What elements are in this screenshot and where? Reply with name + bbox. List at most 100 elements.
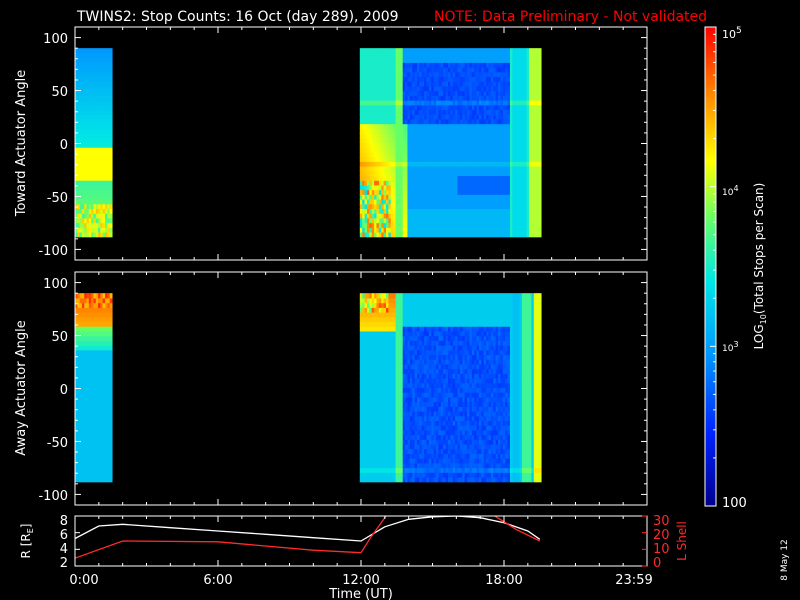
- heatmap-cell: [467, 67, 471, 73]
- heatmap-cell: [388, 156, 392, 162]
- heatmap-cell: [412, 123, 416, 129]
- heatmap-cell: [426, 199, 430, 205]
- heatmap-cell: [505, 151, 509, 158]
- heatmap-cell: [400, 142, 404, 148]
- heatmap-cell: [488, 133, 492, 139]
- heatmap-cell: [474, 90, 478, 96]
- heatmap-cell: [109, 81, 113, 87]
- heatmap-cell: [509, 123, 513, 129]
- heatmap-cell: [88, 345, 92, 351]
- heatmap-cell: [100, 297, 104, 304]
- heatmap-cell: [369, 368, 373, 374]
- heatmap-cell: [393, 472, 397, 478]
- heatmap-cell: [464, 137, 468, 144]
- heatmap-cell: [457, 222, 461, 228]
- heatmap-cell: [79, 439, 83, 445]
- heatmap-cell: [428, 199, 432, 205]
- heatmap-cell: [88, 420, 92, 426]
- heatmap-cell: [469, 170, 473, 177]
- heatmap-cell: [390, 231, 394, 238]
- heatmap-cell: [102, 180, 106, 186]
- heatmap-cell: [500, 208, 504, 214]
- heatmap-cell: [500, 189, 504, 195]
- heatmap-cell: [364, 340, 368, 346]
- heatmap-cell: [507, 62, 511, 68]
- heatmap-cell: [86, 199, 90, 205]
- heatmap-cell: [366, 67, 370, 73]
- heatmap-cell: [533, 118, 537, 125]
- heatmap-cell: [481, 184, 485, 191]
- heatmap-cell: [362, 217, 366, 224]
- heatmap-cell: [486, 90, 490, 96]
- heatmap-cell: [536, 142, 540, 148]
- heatmap-cell: [376, 458, 380, 464]
- heatmap-cell: [409, 57, 413, 63]
- heatmap-cell: [390, 349, 394, 356]
- heatmap-cell: [359, 373, 363, 379]
- heatmap-cell: [467, 90, 471, 96]
- heatmap-cell: [428, 90, 432, 96]
- heatmap-cell: [366, 406, 370, 412]
- heatmap-cell: [486, 76, 490, 82]
- heatmap-cell: [426, 128, 430, 134]
- heatmap-cell: [366, 316, 370, 323]
- heatmap-cell: [84, 411, 88, 417]
- heatmap-cell: [428, 71, 432, 78]
- heatmap-cell: [369, 123, 373, 129]
- heatmap-cell: [95, 123, 99, 129]
- heatmap-cell: [388, 52, 392, 59]
- heatmap-cell: [452, 222, 456, 228]
- heatmap-cell: [86, 85, 90, 92]
- heatmap-cell: [390, 180, 394, 186]
- heatmap-cell: [95, 439, 99, 445]
- heatmap-cell: [424, 194, 428, 200]
- heatmap-cell: [359, 302, 363, 308]
- heatmap-cell: [359, 170, 363, 177]
- heatmap-cell: [386, 354, 389, 360]
- heatmap-cell: [533, 170, 537, 177]
- heatmap-cell: [362, 151, 366, 158]
- heatmap-cell: [93, 368, 97, 374]
- heatmap-cell: [495, 147, 499, 153]
- heatmap-cell: [393, 175, 397, 181]
- heatmap-cell: [412, 128, 416, 134]
- heatmap-cell: [75, 52, 78, 59]
- heatmap-cell: [75, 434, 78, 440]
- heatmap-cell: [91, 199, 95, 205]
- heatmap-cell: [538, 208, 542, 214]
- heatmap-cell: [86, 462, 90, 469]
- heatmap-cell: [486, 95, 490, 101]
- heatmap-cell: [383, 297, 387, 304]
- heatmap-cell: [538, 156, 542, 162]
- heatmap-cell: [366, 170, 370, 177]
- heatmap-cell: [488, 48, 492, 54]
- heatmap-cell: [459, 203, 463, 210]
- heatmap-cell: [378, 297, 382, 304]
- heatmap-cell: [95, 448, 99, 455]
- heatmap-cell: [388, 90, 392, 96]
- heatmap-cell: [386, 62, 389, 68]
- heatmap-cell: [536, 100, 540, 106]
- heatmap-cell: [467, 52, 471, 59]
- heatmap-cell: [500, 85, 504, 92]
- heatmap-cell: [412, 71, 416, 78]
- heatmap-cell: [383, 293, 387, 299]
- heatmap-cell: [79, 100, 83, 106]
- heatmap-cell: [526, 166, 530, 172]
- heatmap-cell: [383, 217, 387, 224]
- heatmap-cell: [457, 227, 461, 233]
- heatmap-cell: [428, 48, 432, 54]
- heatmap-cell: [450, 57, 454, 63]
- heatmap-cell: [488, 175, 492, 181]
- heatmap-cell: [483, 184, 487, 191]
- heatmap-cell: [381, 104, 385, 111]
- heatmap-cell: [488, 52, 492, 59]
- heatmap-cell: [402, 109, 406, 115]
- heatmap-cell: [471, 71, 475, 78]
- heatmap-cell: [107, 85, 111, 92]
- heatmap-cell: [381, 439, 385, 445]
- heatmap-cell: [431, 48, 435, 54]
- heatmap-cell: [81, 472, 85, 478]
- heatmap-cell: [488, 180, 492, 186]
- heatmap-cell: [81, 439, 85, 445]
